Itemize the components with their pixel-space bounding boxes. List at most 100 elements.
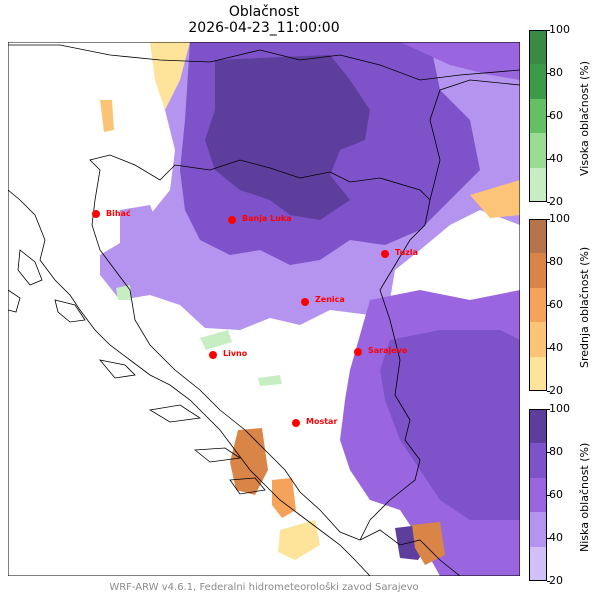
high-cloud-patch-3	[258, 375, 282, 386]
city-marker	[292, 419, 300, 427]
tick-label: 100	[549, 402, 570, 415]
city-sarajevo: Sarajevo	[354, 346, 408, 356]
high-cloud-layer	[116, 285, 282, 386]
northern-border	[8, 44, 520, 81]
title-line-1: Oblačnost	[228, 4, 300, 20]
medium-cloud-colorbar	[529, 219, 547, 391]
city-livno: Livno	[209, 349, 248, 359]
tick-mark	[547, 159, 550, 160]
tick-mark	[547, 495, 550, 496]
map-title: Oblačnost 2026-04-23_11:00:00	[0, 4, 528, 36]
colorbar-segment	[529, 546, 547, 581]
medium-cloud-west-strip	[100, 100, 114, 132]
city-markers: Bihać Banja Luka Tuzla Zenica Livno Sara…	[92, 208, 418, 427]
colorbar-segment	[529, 512, 547, 547]
colorbar-segment	[529, 30, 547, 65]
city-marker	[354, 348, 362, 356]
low-cloud-west-patches	[120, 205, 160, 250]
city-marker	[92, 210, 100, 218]
city-label: Mostar	[306, 417, 337, 426]
island-1	[17, 249, 43, 286]
city-label: Zenica	[315, 295, 345, 304]
island-2	[54, 299, 86, 323]
borders	[8, 44, 520, 576]
city-banja-luka: Banja Luka	[228, 214, 292, 224]
city-mostar: Mostar	[292, 417, 337, 427]
colorbar-segment	[529, 409, 547, 444]
tick-label: 60	[549, 488, 563, 501]
colorbar-segment	[529, 443, 547, 478]
colorbar-frame	[529, 30, 547, 202]
tick-mark	[547, 219, 550, 220]
tick-label: 80	[549, 445, 563, 458]
island-6	[229, 477, 266, 495]
tick-mark	[547, 262, 550, 263]
low-cloud-label: Niska oblačnost (%)	[578, 442, 591, 552]
adriatic-coastline	[8, 189, 371, 576]
tick-label: 20	[549, 384, 563, 397]
colorbar-segment	[529, 356, 547, 391]
colorbar-segment	[529, 219, 547, 254]
tick-label: 40	[549, 531, 563, 544]
tick-mark	[547, 452, 550, 453]
medium-cloud-north-edge	[150, 42, 190, 110]
tick-mark	[547, 538, 550, 539]
high-cloud-patch-1	[116, 285, 132, 300]
tick-mark	[547, 348, 550, 349]
city-label: Livno	[223, 349, 248, 358]
colorbar-segment	[529, 98, 547, 134]
tick-label: 80	[549, 66, 563, 79]
tick-label: 60	[549, 298, 563, 311]
title-date: 2026-04-23_11:00:00	[188, 20, 340, 36]
tick-label: 100	[549, 23, 570, 36]
city-marker	[301, 298, 309, 306]
city-marker	[381, 250, 389, 258]
tick-mark	[547, 581, 550, 582]
tick-mark	[547, 391, 550, 392]
tick-mark	[547, 30, 550, 31]
low-cloud-east-dark	[380, 330, 520, 520]
tick-mark	[547, 305, 550, 306]
colorbar-frame	[529, 409, 547, 581]
low-cloud-core	[205, 55, 370, 220]
colorbar-segment	[529, 322, 547, 357]
colorbar-frame	[529, 219, 547, 391]
montenegro-border	[359, 529, 461, 576]
city-label: Bihać	[106, 208, 131, 218]
serbia-border	[429, 79, 520, 201]
city-label: Sarajevo	[368, 346, 408, 355]
tick-mark	[547, 116, 550, 117]
island-7	[8, 289, 21, 313]
tick-mark	[547, 409, 550, 410]
city-tuzla: Tuzla	[381, 248, 418, 258]
colorbar-segment	[529, 64, 547, 99]
tick-label: 20	[549, 195, 563, 208]
island-5	[193, 447, 242, 463]
high-cloud-patch-2	[200, 330, 232, 350]
colorbar-segment	[529, 167, 547, 202]
cloud-cover-map: Bihać Banja Luka Tuzla Zenica Livno Sara…	[8, 42, 520, 576]
high-cloud-label: Visoka oblačnost (%)	[578, 60, 591, 176]
island-3	[98, 359, 136, 379]
tick-label: 100	[549, 212, 570, 225]
tick-label: 40	[549, 152, 563, 165]
tick-label: 60	[549, 109, 563, 122]
low-cloud-colorbar	[529, 409, 547, 581]
high-cloud-colorbar	[529, 30, 547, 202]
tick-mark	[547, 73, 550, 74]
city-marker	[228, 216, 236, 224]
low-cloud-northeast	[400, 42, 520, 80]
bih-border	[89, 154, 431, 541]
colorbar-segment	[529, 287, 547, 323]
medium-cloud-south	[412, 522, 445, 565]
city-bihac: Bihać	[92, 208, 131, 218]
city-label: Tuzla	[395, 248, 418, 257]
tick-label: 20	[549, 574, 563, 587]
colorbar-segment	[529, 133, 547, 168]
city-label: Banja Luka	[242, 214, 292, 223]
island-4	[148, 404, 202, 423]
city-marker	[209, 351, 217, 359]
medium-cloud-northeast	[470, 180, 520, 218]
tick-mark	[547, 202, 550, 203]
city-zenica: Zenica	[301, 295, 345, 306]
